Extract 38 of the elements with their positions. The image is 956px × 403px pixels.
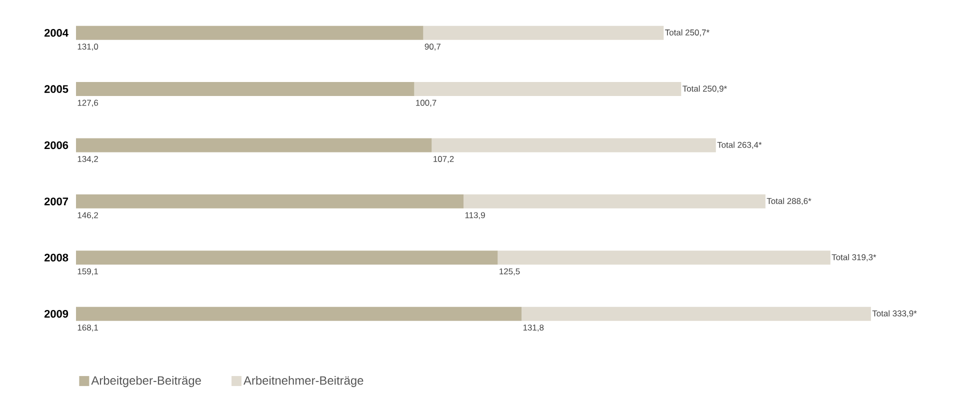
bar <box>432 138 716 152</box>
bar <box>76 138 432 152</box>
bar <box>76 250 498 265</box>
data-label: 107,2 <box>434 156 454 163</box>
data-label: 100,7 <box>416 100 436 107</box>
bar <box>414 82 682 96</box>
data-label: 127,6 <box>78 100 98 107</box>
bar <box>76 306 522 321</box>
bar <box>498 250 830 265</box>
data-label: 131,0 <box>78 44 98 51</box>
data-label: 125,5 <box>500 268 520 276</box>
legend-label: Arbeitnehmer-Beiträge <box>244 376 364 388</box>
bar <box>464 194 766 208</box>
data-label: 146,2 <box>78 212 98 220</box>
total-label: Total 250,7* <box>665 29 710 36</box>
total-label: Total 288,6* <box>766 198 812 206</box>
legend-label: Arbeitgeber-Beiträge <box>91 376 201 388</box>
data-label: 113,9 <box>465 212 485 220</box>
total-label: Total 250,9* <box>682 85 727 93</box>
y-tick-label: 2009 <box>44 310 68 318</box>
data-label: 159,1 <box>78 268 98 276</box>
data-label: 90,7 <box>424 44 440 51</box>
bar <box>76 194 464 208</box>
data-label: 131,8 <box>523 324 544 332</box>
y-tick-label: 2006 <box>44 141 68 150</box>
y-tick-label: 2004 <box>44 28 68 37</box>
y-tick-label: 2005 <box>44 85 68 93</box>
total-label: Total 333,9* <box>872 310 917 318</box>
bar <box>76 82 414 96</box>
bar <box>76 26 424 40</box>
y-tick-label: 2007 <box>44 198 68 206</box>
data-label: 134,2 <box>78 156 98 163</box>
y-tick-label: 2008 <box>44 254 68 262</box>
data-label: 168,1 <box>78 324 98 332</box>
total-label: Total 263,4* <box>717 142 762 149</box>
total-label: Total 319,3* <box>832 254 876 262</box>
bar <box>423 26 664 40</box>
bar <box>522 306 871 321</box>
